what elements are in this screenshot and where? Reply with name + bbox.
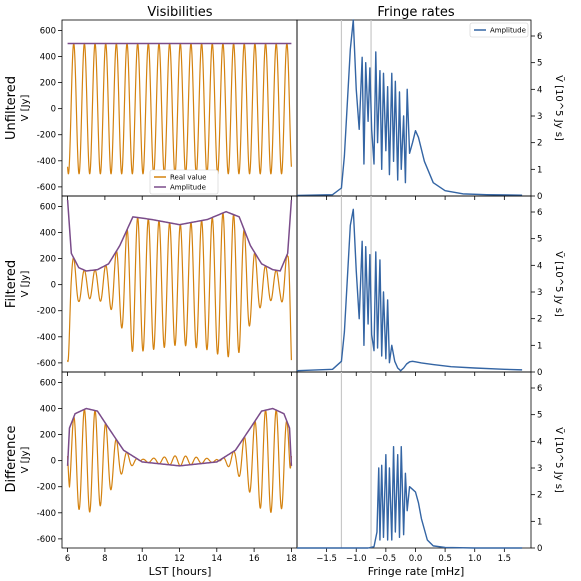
vis-ylabel: V [Jy]: [20, 95, 31, 122]
vis-ytick-label: 0: [51, 457, 56, 467]
vis-ytick-label: 200: [40, 79, 56, 89]
fringe-xtick-label: 1.5: [498, 554, 512, 564]
fringe-xtick-label: −0.5: [376, 554, 397, 564]
vis-xtick-label: 6: [65, 554, 70, 564]
fringe-ytick-label: 3: [537, 464, 542, 474]
vis-ylabel: V [Jy]: [20, 447, 31, 474]
vis-ytick-label: 600: [40, 378, 56, 388]
vis-xtick-label: 18: [286, 554, 297, 564]
vis-ytick-label: -400: [37, 333, 56, 343]
fringe-legend-box: [469, 22, 529, 38]
fringe-ytick-label: 6: [537, 32, 542, 42]
vis-ytick-label: -200: [37, 307, 56, 317]
vis-ytick-label: -200: [37, 483, 56, 493]
vis-ytick-label: 200: [40, 255, 56, 265]
col-title-visibilities: Visibilities: [147, 5, 212, 20]
fringe-amplitude-line-difference: [297, 445, 523, 549]
vis-amplitude-line-difference: [66, 407, 293, 467]
fringe-ytick-label: 4: [537, 437, 542, 447]
vis-ytick-label: -600: [37, 183, 56, 193]
fringe-xtick-label: −1.5: [316, 554, 337, 564]
fringe-xtick-label: 0.5: [438, 554, 452, 564]
fringe-amplitude-line-filtered: [296, 208, 523, 372]
vis-xtick-label: 14: [211, 554, 222, 564]
fringe-ytick-label: 2: [537, 315, 542, 325]
fringe-axes-frame-filtered: [296, 195, 532, 373]
vis-ylabel: V [Jy]: [20, 271, 31, 298]
vis-ytick-label: -400: [37, 509, 56, 519]
vis-ytick-label: -400: [37, 157, 56, 167]
vis-xtick-label: 12: [174, 554, 185, 564]
fringe-axes-frame-unfiltered: [296, 19, 532, 197]
fringe-ytick-label: 1: [537, 165, 542, 175]
fringe-xtick-label: −1.0: [346, 554, 367, 564]
fringe-ytick-label: 1: [537, 341, 542, 351]
row-label-unfiltered: Unfiltered: [4, 76, 19, 140]
legend-label-real: Real value: [170, 174, 206, 182]
fringe-ytick-label: 4: [537, 85, 542, 95]
fringe-xtick-label: 0.0: [409, 554, 423, 564]
vis-ytick-label: -600: [37, 535, 56, 545]
fringe-ytick-label: 0: [537, 368, 542, 378]
fringe-ytick-label: 0: [537, 544, 542, 554]
fringe-xlabel: Fringe rate [mHz]: [368, 565, 465, 578]
fringe-ytick-label: 2: [537, 139, 542, 149]
vis-legend-box: [149, 169, 219, 195]
fringe-ytick-label: 0: [537, 192, 542, 202]
vis-ytick-label: -600: [37, 359, 56, 369]
vis-xtick-label: 8: [102, 554, 107, 564]
vis-xtick-label: 16: [249, 554, 260, 564]
fringe-ytick-label: 5: [537, 235, 542, 245]
fringe-ylabel: Ṽ [10^5 Jy s]: [553, 251, 566, 317]
fringe-axes-frame-difference: [296, 371, 532, 549]
fringe-xtick-label: 1.0: [468, 554, 482, 564]
vis-ytick-label: 400: [40, 53, 56, 63]
vis-real-line-difference: [67, 408, 292, 513]
fringe-ytick-label: 6: [537, 384, 542, 394]
fringe-ytick-label: 6: [537, 208, 542, 218]
fringe-ytick-label: 2: [537, 491, 542, 501]
vis-ytick-label: 0: [51, 105, 56, 115]
legend-label-fringe-amplitude: Amplitude: [490, 27, 526, 35]
fringe-ytick-label: 1: [537, 517, 542, 527]
vis-ytick-label: 200: [40, 431, 56, 441]
vis-ytick-label: 0: [51, 281, 56, 291]
vis-ytick-label: 600: [40, 202, 56, 212]
row-label-difference: Difference: [4, 425, 19, 492]
fringe-ytick-label: 3: [537, 288, 542, 298]
fringe-ylabel: Ṽ [10^5 Jy s]: [553, 427, 566, 493]
fringe-ytick-label: 5: [537, 411, 542, 421]
fringe-ytick-label: 3: [537, 112, 542, 122]
fringe-amplitude-line-unfiltered: [296, 19, 523, 197]
vis-ytick-label: -200: [37, 131, 56, 141]
fringe-ytick-label: 4: [537, 261, 542, 271]
vis-ytick-label: 400: [40, 229, 56, 239]
col-title-fringe-rates: Fringe rates: [377, 5, 455, 20]
fringe-ytick-label: 5: [537, 59, 542, 69]
legend-label-amplitude: Amplitude: [170, 184, 206, 192]
vis-ytick-label: 400: [40, 405, 56, 415]
vis-xlabel: LST [hours]: [149, 565, 212, 578]
vis-xtick-label: 10: [137, 554, 148, 564]
vis-ytick-label: 600: [40, 26, 56, 36]
vis-real-line-filtered: [67, 212, 292, 363]
vis-real-line-unfiltered: [67, 42, 292, 175]
vis-amplitude-line-filtered: [66, 199, 293, 272]
fringe-ylabel: Ṽ [10^5 Jy s]: [553, 75, 566, 141]
row-label-filtered: Filtered: [4, 260, 19, 308]
